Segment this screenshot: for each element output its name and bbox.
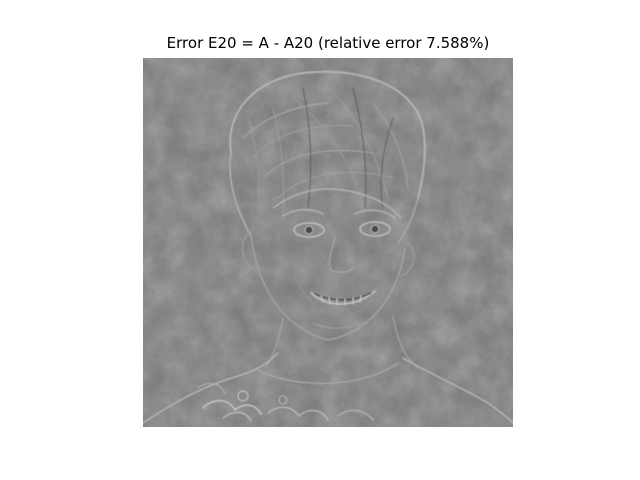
face-edges (143, 70, 513, 424)
error-image-panel (143, 58, 513, 427)
error-residual-image (143, 58, 513, 427)
figure-title: Error E20 = A - A20 (relative error 7.58… (166, 34, 490, 52)
